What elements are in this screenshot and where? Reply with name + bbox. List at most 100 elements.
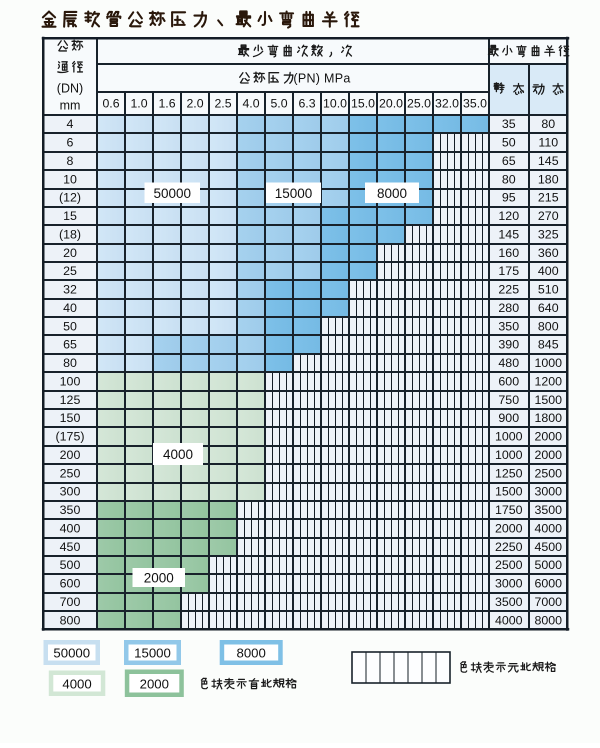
svg-text:145: 145 [538,154,559,168]
svg-text:6.3: 6.3 [298,97,315,111]
svg-text:3500: 3500 [534,503,562,517]
svg-text:8000: 8000 [534,613,562,627]
svg-text:600: 600 [60,577,81,591]
svg-text:700: 700 [60,595,81,609]
svg-text:5000: 5000 [534,558,562,572]
svg-text:1.0: 1.0 [130,97,147,111]
svg-text:32: 32 [63,283,77,297]
svg-text:800: 800 [538,319,559,333]
svg-text:215: 215 [538,191,559,205]
svg-text:35: 35 [502,117,516,131]
svg-text:1750: 1750 [495,503,523,517]
svg-text:6: 6 [67,136,74,150]
svg-text:15000: 15000 [275,186,313,201]
svg-text:(175): (175) [56,430,85,444]
svg-text:1000: 1000 [495,430,523,444]
svg-text:2.0: 2.0 [186,97,203,111]
svg-text:1200: 1200 [534,374,562,388]
svg-text:32.0: 32.0 [435,97,459,111]
svg-text:1800: 1800 [534,411,562,425]
svg-text:510: 510 [538,283,559,297]
svg-text:80: 80 [63,356,77,370]
svg-text:25.0: 25.0 [407,97,431,111]
svg-text:2250: 2250 [495,540,523,554]
svg-text:(DN): (DN) [57,82,83,96]
svg-text:500: 500 [60,558,81,572]
svg-text:10.0: 10.0 [323,97,347,111]
svg-text:160: 160 [498,246,519,260]
svg-text:4500: 4500 [534,540,562,554]
svg-text:80: 80 [541,117,555,131]
svg-text:360: 360 [538,246,559,260]
svg-text:1500: 1500 [534,393,562,407]
svg-text:1.6: 1.6 [158,97,175,111]
svg-text:(PN) MPa: (PN) MPa [293,72,350,86]
svg-text:125: 125 [60,393,81,407]
svg-text:50: 50 [502,136,516,150]
svg-text:450: 450 [60,540,81,554]
svg-text:1000: 1000 [495,448,523,462]
svg-text:15: 15 [63,209,77,223]
svg-text:800: 800 [60,613,81,627]
svg-text:8: 8 [67,154,74,168]
svg-text:4.0: 4.0 [242,97,259,111]
svg-text:4: 4 [67,117,74,131]
svg-text:3500: 3500 [495,595,523,609]
svg-text:15000: 15000 [134,646,171,661]
svg-text:2000: 2000 [534,430,562,444]
svg-text:4000: 4000 [495,613,523,627]
svg-text:3000: 3000 [534,485,562,499]
svg-text:7000: 7000 [534,595,562,609]
svg-text:(12): (12) [59,191,81,205]
svg-text:350: 350 [60,503,81,517]
svg-text:2500: 2500 [534,466,562,480]
svg-text:0.6: 0.6 [102,97,119,111]
svg-text:6000: 6000 [534,577,562,591]
svg-text:4000: 4000 [534,521,562,535]
svg-text:8000: 8000 [377,186,407,201]
svg-text:400: 400 [60,521,81,535]
svg-text:2000: 2000 [140,676,169,691]
svg-text:1250: 1250 [495,466,523,480]
svg-text:8000: 8000 [237,646,266,661]
svg-text:35.0: 35.0 [463,97,487,111]
svg-text:1500: 1500 [495,485,523,499]
svg-text:4000: 4000 [163,447,193,462]
svg-text:845: 845 [538,338,559,352]
svg-text:mm: mm [60,99,81,113]
svg-text:3000: 3000 [495,577,523,591]
svg-text:20: 20 [63,246,77,260]
svg-text:40: 40 [63,301,77,315]
svg-text:250: 250 [60,466,81,480]
svg-text:480: 480 [498,356,519,370]
svg-text:200: 200 [60,448,81,462]
svg-text:65: 65 [502,154,516,168]
svg-text:20.0: 20.0 [379,97,403,111]
svg-text:(18): (18) [59,227,81,241]
svg-text:2500: 2500 [495,558,523,572]
svg-text:350: 350 [498,319,519,333]
svg-text:145: 145 [498,227,519,241]
svg-text:50000: 50000 [53,646,90,661]
svg-text:325: 325 [538,227,559,241]
svg-text:15.0: 15.0 [351,97,375,111]
svg-text:2000: 2000 [534,448,562,462]
svg-text:95: 95 [502,191,516,205]
svg-text:400: 400 [538,264,559,278]
svg-text:2000: 2000 [495,521,523,535]
svg-text:100: 100 [60,374,81,388]
svg-text:120: 120 [498,209,519,223]
svg-text:4000: 4000 [62,676,91,691]
svg-text:750: 750 [498,393,519,407]
svg-text:5.0: 5.0 [270,97,287,111]
svg-text:1000: 1000 [534,356,562,370]
svg-text:150: 150 [60,411,81,425]
svg-text:25: 25 [63,264,77,278]
svg-text:280: 280 [498,301,519,315]
svg-text:640: 640 [538,301,559,315]
svg-text:80: 80 [502,172,516,186]
svg-text:225: 225 [498,283,519,297]
svg-text:300: 300 [60,485,81,499]
svg-text:110: 110 [538,136,558,150]
svg-text:65: 65 [63,338,77,352]
